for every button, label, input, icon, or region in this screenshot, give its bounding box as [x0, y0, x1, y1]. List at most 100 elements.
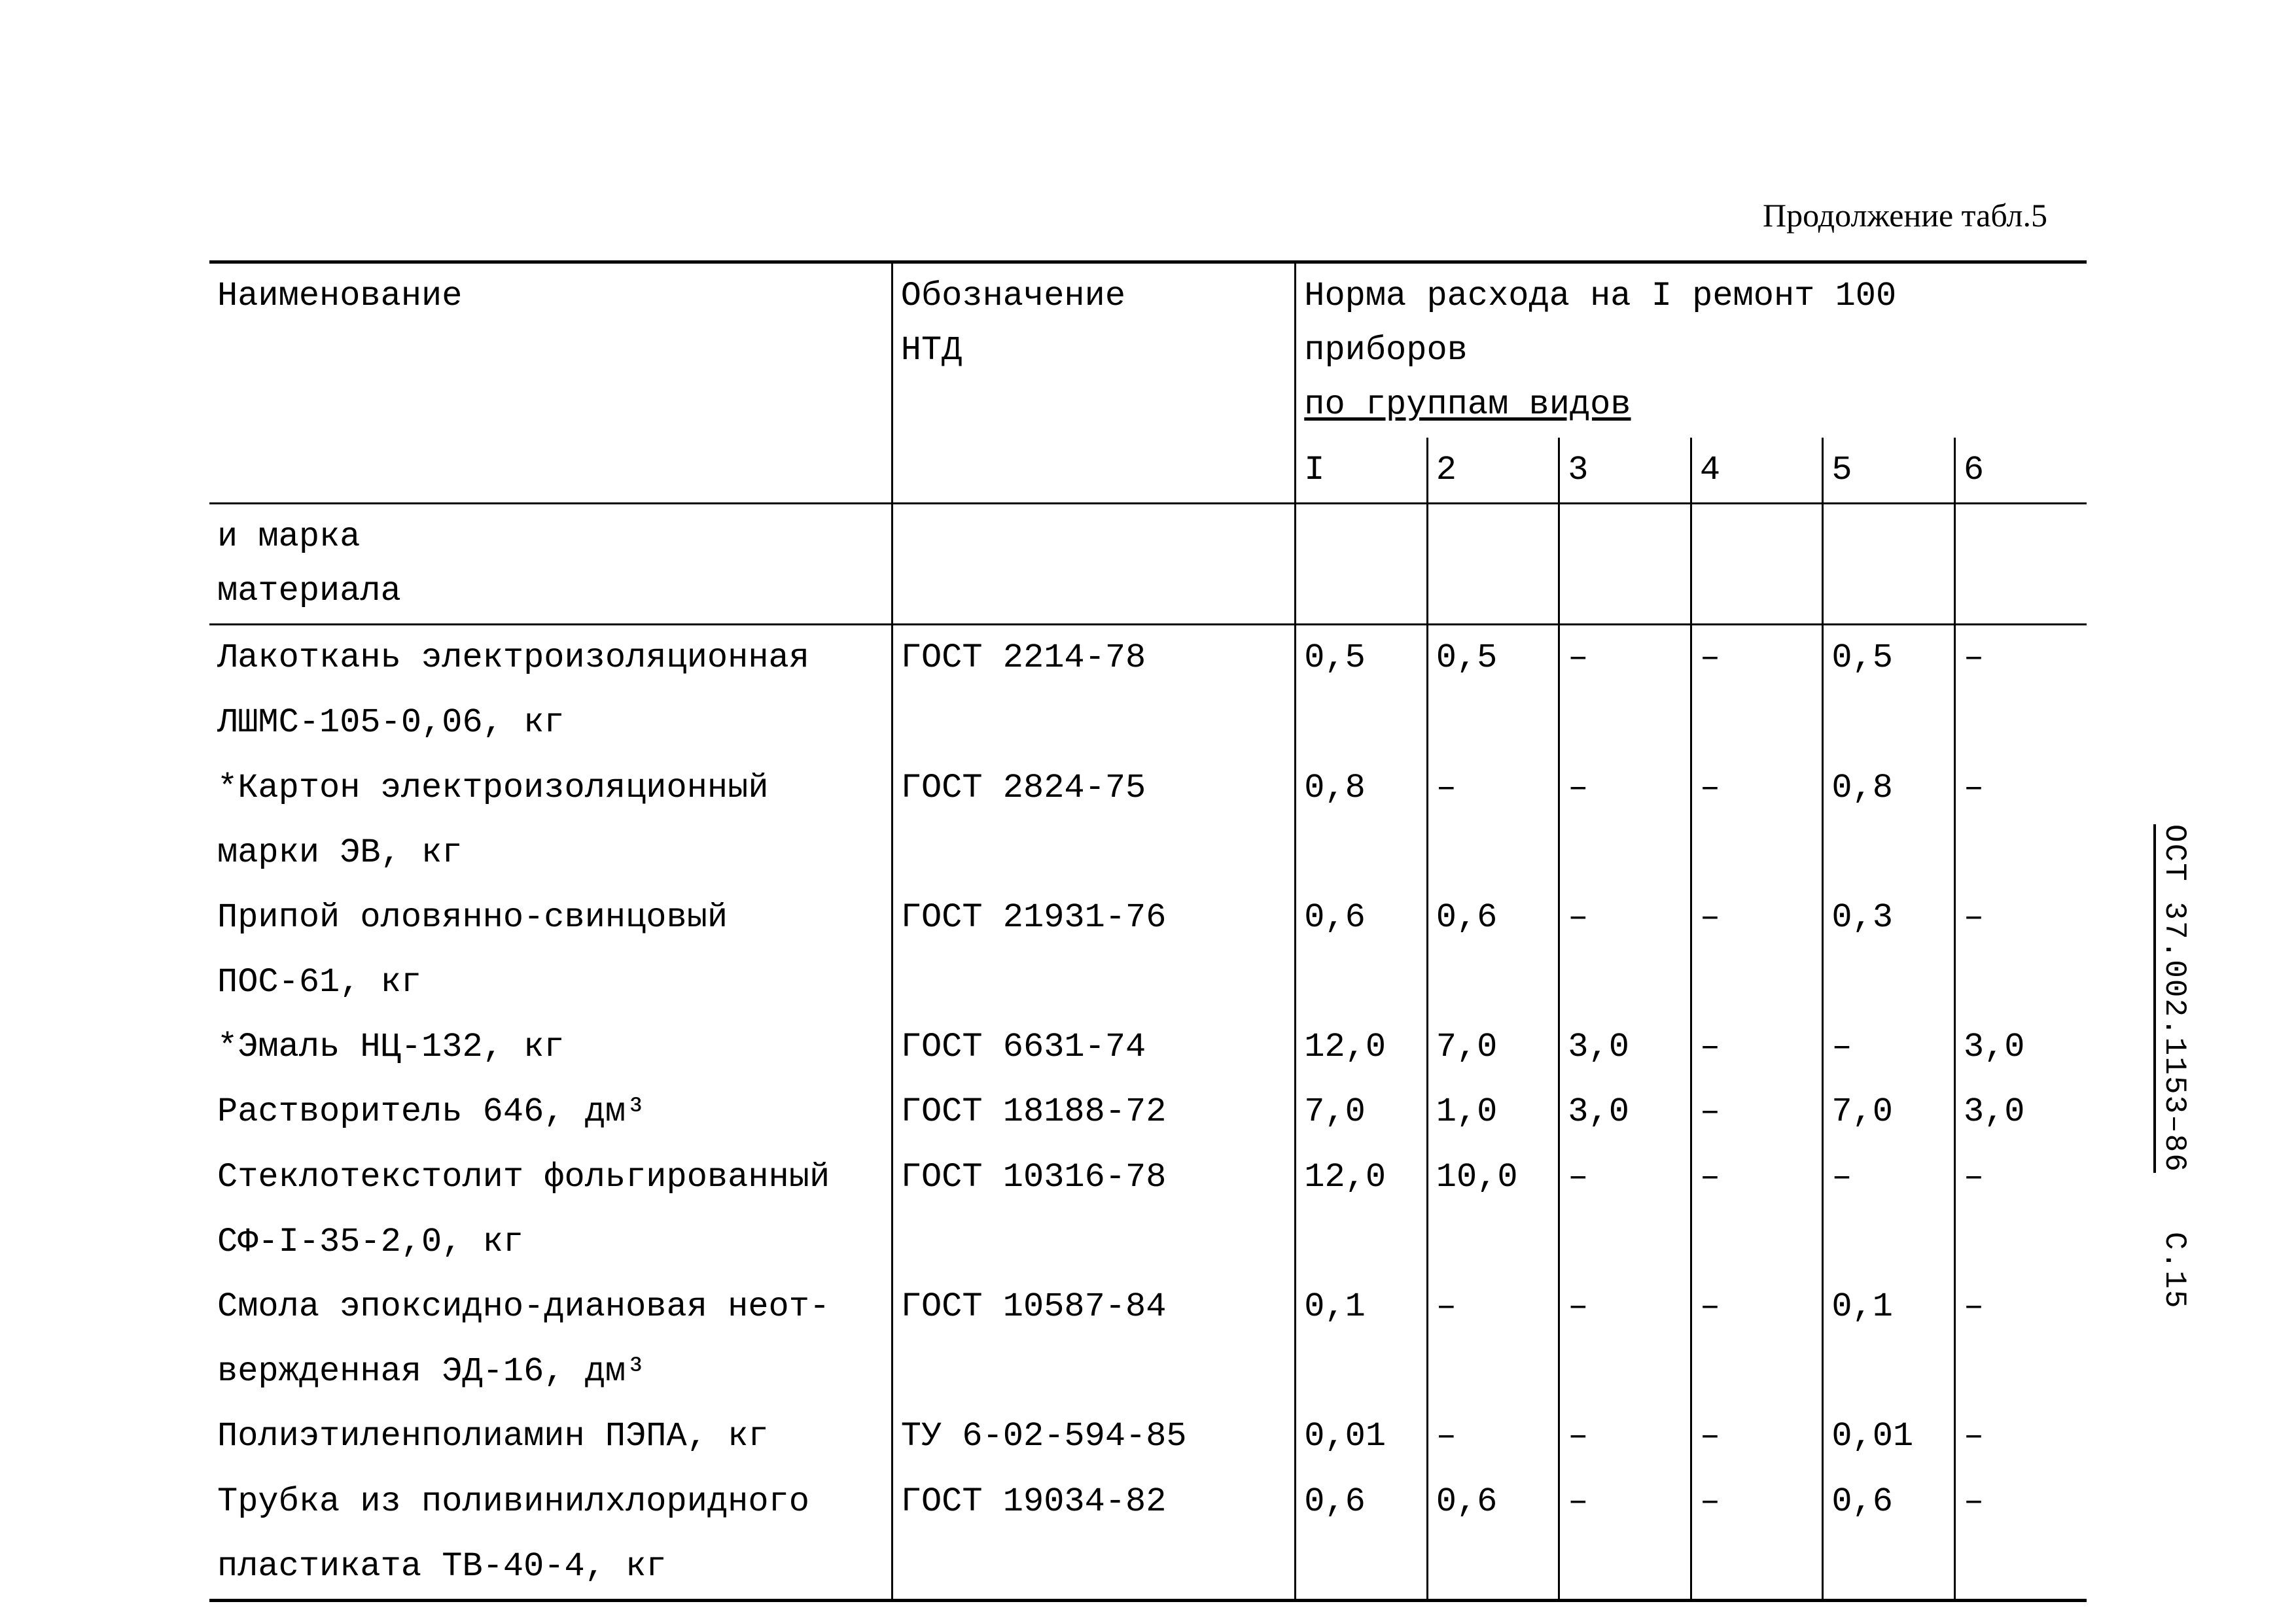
cell-value: 0,5: [1427, 625, 1559, 691]
cell-value: –: [1691, 625, 1823, 691]
cell-value: –: [1954, 625, 2087, 691]
cell-name: Смола эпоксидно-диановая неот-: [209, 1274, 892, 1339]
cell-value: –: [1691, 1145, 1823, 1210]
table-row: Растворитель 646, дм³ГОСТ 18188-727,01,0…: [209, 1079, 2087, 1144]
cell-value: 0,5: [1823, 625, 1955, 691]
cell-gost: ГОСТ 21931-76: [892, 885, 1295, 950]
cell-name: *Картон электроизоляционный: [209, 756, 892, 820]
cell-name: Припой оловянно-свинцовый: [209, 885, 892, 950]
cell-value: –: [1954, 1469, 2087, 1534]
table-row-cont: марки ЭВ, кг: [209, 820, 2087, 885]
table-body: Лакоткань электроизоляционнаяГОСТ 2214-7…: [209, 625, 2087, 1601]
cell-gost: ГОСТ 2824-75: [892, 756, 1295, 820]
cell-value: 10,0: [1427, 1145, 1559, 1210]
cell-value: 7,0: [1296, 1079, 1428, 1144]
cell-value: 0,6: [1427, 1469, 1559, 1534]
norm-title-b: по группам видов: [1304, 385, 1631, 424]
cell-value: 0,5: [1296, 625, 1428, 691]
doc-id: ОСТ 37.002.1153–86: [2157, 824, 2191, 1173]
cell-value: 3,0: [1559, 1015, 1691, 1079]
col-gost-line1: Обозначение: [901, 277, 1125, 315]
cell-gost: ГОСТ 10587-84: [892, 1274, 1295, 1339]
cell-value: –: [1954, 1404, 2087, 1469]
table-row-cont: ЛШМС-105-0,06, кг: [209, 690, 2087, 755]
cell-name-cont: ЛШМС-105-0,06, кг: [209, 690, 892, 755]
cell-value: –: [1559, 885, 1691, 950]
cell-name: Полиэтиленполиамин ПЭПА, кг: [209, 1404, 892, 1469]
cell-value: –: [1427, 756, 1559, 820]
cell-value: –: [1559, 1469, 1691, 1534]
table-header: Наименование Обозначение НТД Норма расхо…: [209, 262, 2087, 625]
table-row: Смола эпоксидно-диановая неот-ГОСТ 10587…: [209, 1274, 2087, 1339]
cell-value: –: [1691, 885, 1823, 950]
cell-gost: ГОСТ 10316-78: [892, 1145, 1295, 1210]
cell-value: –: [1823, 1015, 1955, 1079]
cell-value: 12,0: [1296, 1145, 1428, 1210]
cell-value: 0,3: [1823, 885, 1955, 950]
cell-gost: ГОСТ 18188-72: [892, 1079, 1295, 1144]
cell-value: –: [1427, 1274, 1559, 1339]
table-row: Припой оловянно-свинцовыйГОСТ 21931-760,…: [209, 885, 2087, 950]
cell-value: 0,6: [1427, 885, 1559, 950]
cell-value: 3,0: [1954, 1079, 2087, 1144]
cell-value: 0,8: [1823, 756, 1955, 820]
cell-value: –: [1954, 1145, 2087, 1210]
col-name-line1: Наименование: [217, 277, 462, 315]
group-2: 2: [1427, 438, 1559, 504]
cell-value: –: [1954, 885, 2087, 950]
table-row: Трубка из поливинилхлоридногоГОСТ 19034-…: [209, 1469, 2087, 1534]
table-row: Стеклотекстолит фольгированныйГОСТ 10316…: [209, 1145, 2087, 1210]
cell-name: *Эмаль НЦ-132, кг: [209, 1015, 892, 1079]
group-5: 5: [1823, 438, 1955, 504]
table-caption: Продолжение табл.5: [209, 196, 2047, 234]
cell-value: 0,6: [1296, 885, 1428, 950]
cell-name-cont: вержденная ЭД-16, дм³: [209, 1339, 892, 1404]
cell-gost: ГОСТ 6631-74: [892, 1015, 1295, 1079]
cell-value: –: [1691, 756, 1823, 820]
cell-name: Растворитель 646, дм³: [209, 1079, 892, 1144]
cell-value: –: [1954, 756, 2087, 820]
col-name-line2: и марка: [217, 517, 360, 556]
cell-value: 3,0: [1559, 1079, 1691, 1144]
norm-title-a: Норма расхода на I ремонт 100 приборов: [1304, 277, 1896, 370]
cell-value: –: [1691, 1274, 1823, 1339]
group-3: 3: [1559, 438, 1691, 504]
cell-value: 0,01: [1296, 1404, 1428, 1469]
group-6: 6: [1954, 438, 2087, 504]
cell-value: 7,0: [1823, 1079, 1955, 1144]
col-name-line3: материала: [217, 572, 401, 610]
cell-name: Лакоткань электроизоляционная: [209, 625, 892, 691]
cell-name: Стеклотекстолит фольгированный: [209, 1145, 892, 1210]
table-row: Лакоткань электроизоляционнаяГОСТ 2214-7…: [209, 625, 2087, 691]
cell-gost: ТУ 6-02-594-85: [892, 1404, 1295, 1469]
cell-value: –: [1427, 1404, 1559, 1469]
cell-value: 0,8: [1296, 756, 1428, 820]
page: Продолжение табл.5 Наименование Обозначе…: [0, 0, 2296, 1623]
cell-value: 1,0: [1427, 1079, 1559, 1144]
cell-value: 7,0: [1427, 1015, 1559, 1079]
cell-value: –: [1691, 1404, 1823, 1469]
cell-name-cont: СФ-I-35-2,0, кг: [209, 1210, 892, 1274]
col-gost-line2: НТД: [901, 331, 963, 370]
table-row-cont: вержденная ЭД-16, дм³: [209, 1339, 2087, 1404]
table-row: Полиэтиленполиамин ПЭПА, кгТУ 6-02-594-8…: [209, 1404, 2087, 1469]
cell-name: Трубка из поливинилхлоридного: [209, 1469, 892, 1534]
cell-value: –: [1823, 1145, 1955, 1210]
group-1: I: [1296, 438, 1428, 504]
cell-gost: ГОСТ 2214-78: [892, 625, 1295, 691]
cell-value: –: [1559, 756, 1691, 820]
cell-gost: ГОСТ 19034-82: [892, 1469, 1295, 1534]
table-row-cont: пластиката ТВ-40-4, кг: [209, 1534, 2087, 1601]
cell-value: –: [1954, 1274, 2087, 1339]
cell-value: –: [1691, 1015, 1823, 1079]
cell-value: 0,6: [1823, 1469, 1955, 1534]
table-row: *Эмаль НЦ-132, кгГОСТ 6631-7412,07,03,0–…: [209, 1015, 2087, 1079]
cell-name-cont: марки ЭВ, кг: [209, 820, 892, 885]
table-row: *Картон электроизоляционныйГОСТ 2824-750…: [209, 756, 2087, 820]
materials-table: Наименование Обозначение НТД Норма расхо…: [209, 260, 2087, 1602]
cell-value: 0,1: [1823, 1274, 1955, 1339]
cell-value: 12,0: [1296, 1015, 1428, 1079]
table-row-cont: СФ-I-35-2,0, кг: [209, 1210, 2087, 1274]
cell-value: –: [1691, 1469, 1823, 1534]
group-4: 4: [1691, 438, 1823, 504]
